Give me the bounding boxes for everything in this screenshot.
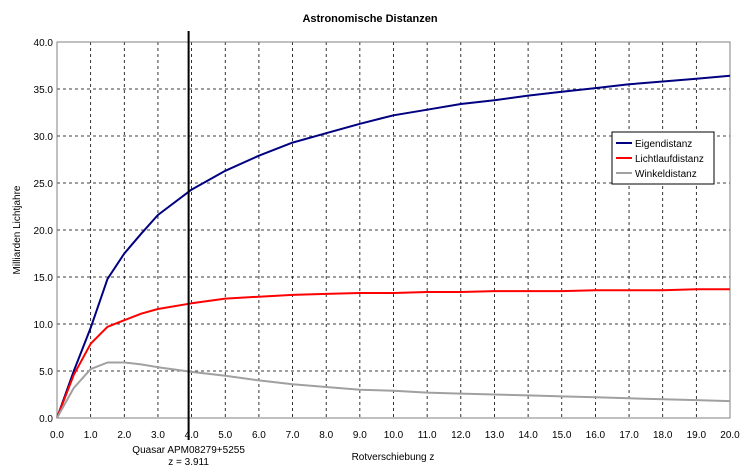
- series-line-lichtlaufdistanz: [56, 288, 730, 419]
- x-tick-label: 20.0: [720, 430, 740, 441]
- x-tick-label: 9.0: [353, 430, 367, 441]
- x-tick-label: 2.0: [117, 430, 131, 441]
- x-tick-label: 3.0: [151, 430, 165, 441]
- y-tick-label: 0.0: [39, 414, 53, 425]
- x-tick-label: 5.0: [218, 430, 232, 441]
- x-tick-label: 7.0: [286, 430, 300, 441]
- x-tick-label: 0.0: [50, 430, 64, 441]
- y-tick-label: 25.0: [34, 179, 54, 190]
- y-tick-label: 30.0: [34, 132, 54, 143]
- y-tick-label: 35.0: [34, 85, 54, 96]
- x-tick-label: 18.0: [653, 430, 673, 441]
- y-tick-label: 10.0: [34, 320, 54, 331]
- y-tick-label: 20.0: [34, 226, 54, 237]
- x-tick-label: 11.0: [418, 430, 437, 441]
- x-tick-label: 15.0: [552, 430, 572, 441]
- y-tick-label: 40.0: [34, 38, 54, 49]
- series-line-winkeldistanz: [56, 361, 731, 419]
- legend-label-lichtlaufdistanz: Lichtlaufdistanz: [635, 154, 704, 165]
- plot-frame: [56, 41, 731, 419]
- x-tick-label: 19.0: [687, 430, 707, 441]
- x-tick-label: 6.0: [252, 430, 266, 441]
- x-tick-label: 8.0: [319, 430, 333, 441]
- x-tick-label: 17.0: [619, 430, 639, 441]
- x-axis-label: Rotverschiebung z: [352, 452, 435, 463]
- tick-labels: 0.0 1.0 2.0 3.0 4.0 5.0 6.0 7.0 8.0 9.0 10.0 11.0 12…: [34, 38, 741, 441]
- legend-label-eigendistanz: Eigendistanz: [635, 139, 692, 150]
- x-tick-label: 1.0: [84, 430, 98, 441]
- x-tick-label: 10.0: [384, 430, 404, 441]
- x-tick-label: 4.0: [185, 430, 199, 441]
- quasar-redshift-label: z = 3.911: [168, 457, 209, 468]
- legend: Eigendistanz Lichtlaufdistanz Winkeldistan…: [611, 131, 715, 185]
- y-tick-label: 5.0: [39, 367, 53, 378]
- y-axis-label: Milliarden Lichtjahre: [12, 185, 23, 274]
- grid: [57, 42, 730, 418]
- x-tick-label: 16.0: [586, 430, 606, 441]
- chart-title: Astronomische Distanzen: [302, 13, 437, 25]
- quasar-label: Quasar APM08279+5255: [132, 445, 245, 456]
- x-tick-label: 13.0: [485, 430, 505, 441]
- x-tick-label: 14.0: [518, 430, 538, 441]
- legend-label-winkeldistanz: Winkeldistanz: [635, 169, 697, 180]
- series-lines: [56, 74, 731, 419]
- y-tick-label: 15.0: [34, 273, 54, 284]
- series-line-eigendistanz: [56, 74, 731, 419]
- x-tick-label: 12.0: [451, 430, 471, 441]
